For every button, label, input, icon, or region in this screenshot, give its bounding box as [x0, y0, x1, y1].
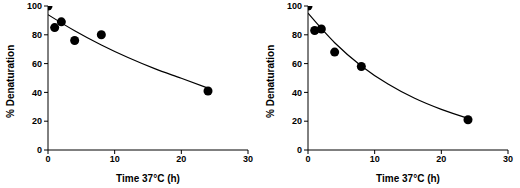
svg-text:80: 80	[292, 30, 302, 40]
svg-text:30: 30	[503, 154, 513, 164]
svg-text:0: 0	[305, 154, 310, 164]
svg-text:100: 100	[287, 1, 302, 11]
svg-text:10: 10	[110, 154, 120, 164]
svg-text:0: 0	[297, 145, 302, 155]
svg-text:% Denaturation: % Denaturation	[265, 45, 276, 118]
svg-text:Time 37°C (h): Time 37°C (h)	[116, 173, 180, 184]
svg-text:80: 80	[32, 30, 42, 40]
svg-text:Time 37°C (h): Time 37°C (h)	[376, 173, 440, 184]
svg-text:20: 20	[176, 154, 186, 164]
svg-text:10: 10	[370, 154, 380, 164]
svg-text:40: 40	[292, 88, 302, 98]
svg-text:20: 20	[32, 116, 42, 126]
svg-text:60: 60	[292, 59, 302, 69]
svg-text:20: 20	[436, 154, 446, 164]
svg-text:30: 30	[243, 154, 253, 164]
svg-text:40: 40	[32, 88, 42, 98]
svg-text:60: 60	[32, 59, 42, 69]
svg-text:% Denaturation: % Denaturation	[5, 45, 16, 118]
svg-text:20: 20	[292, 116, 302, 126]
svg-text:0: 0	[45, 154, 50, 164]
svg-text:0: 0	[37, 145, 42, 155]
svg-text:100: 100	[27, 1, 42, 11]
